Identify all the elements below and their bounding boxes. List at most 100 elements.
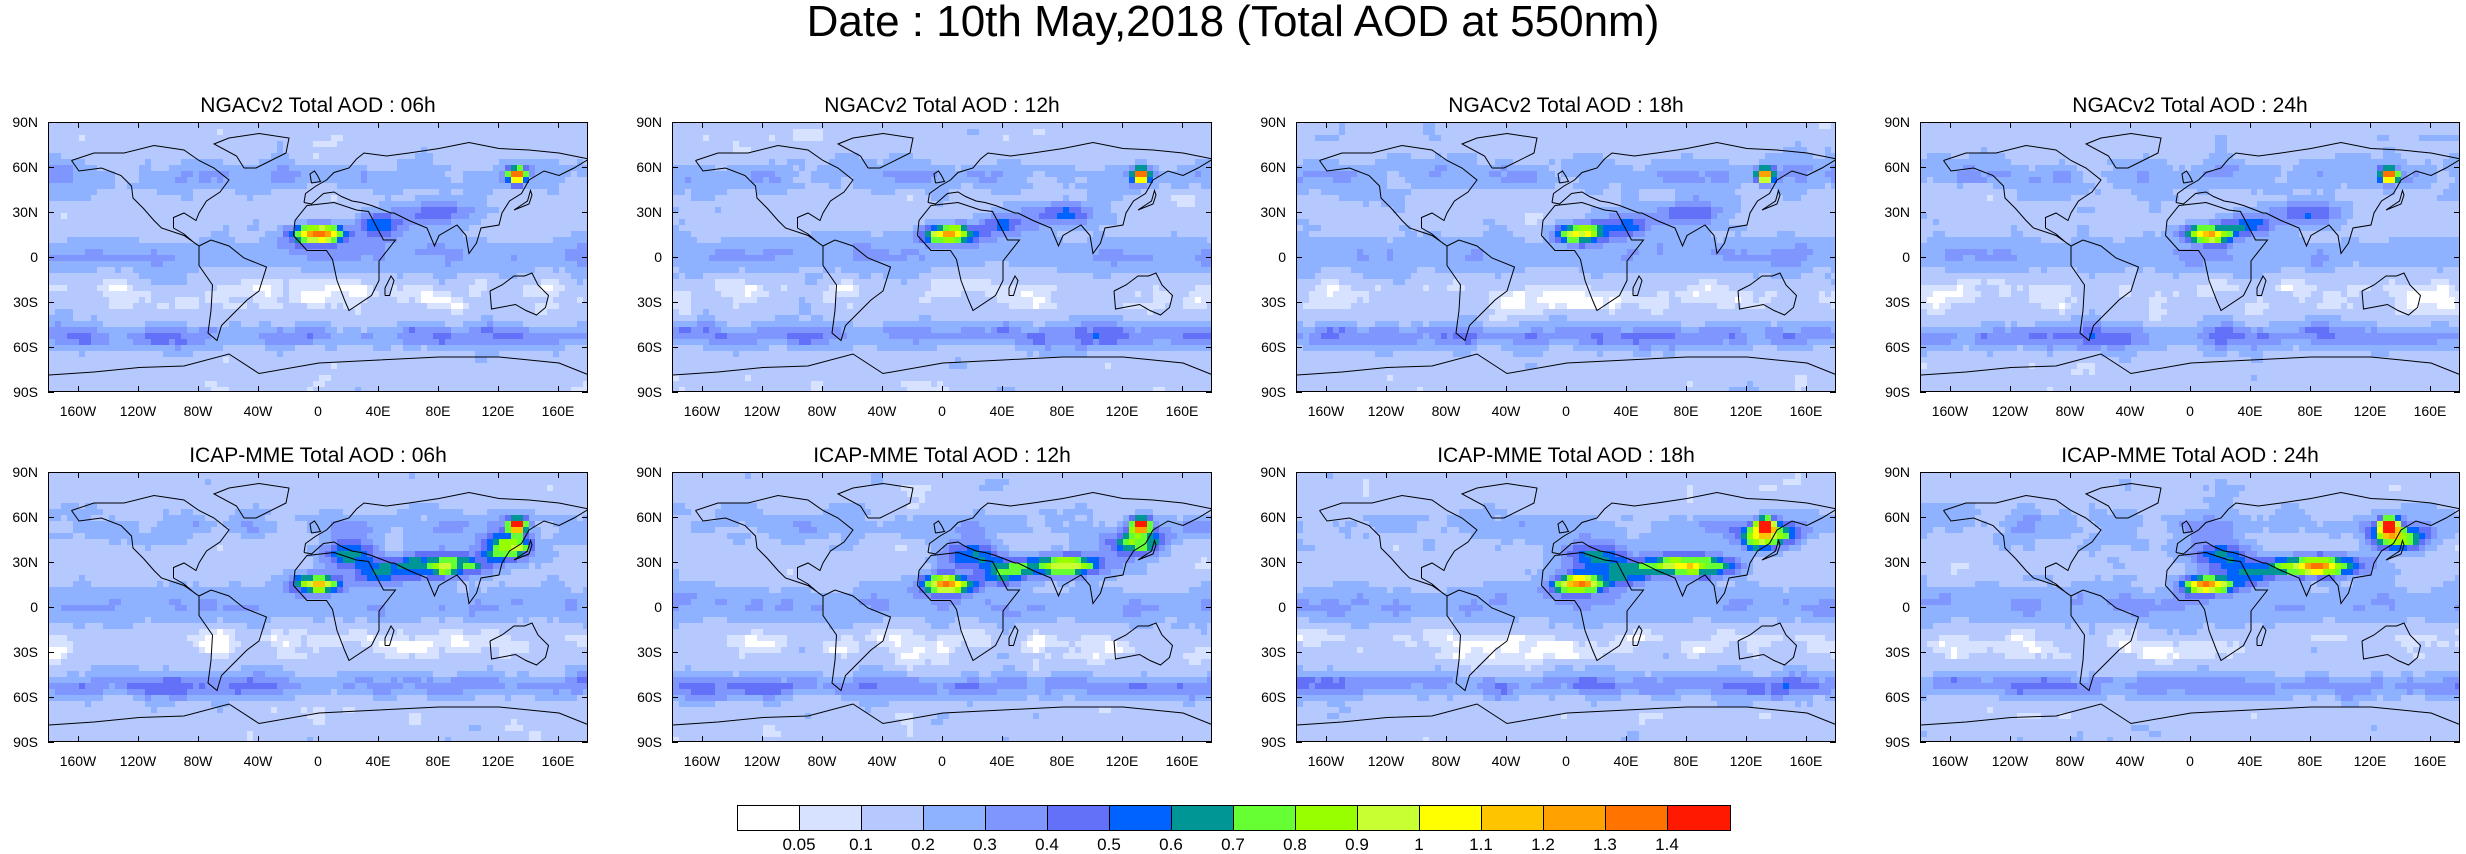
lat-tick (582, 652, 588, 653)
lon-tick (318, 736, 319, 742)
lat-tick (1206, 347, 1212, 348)
lon-tick (1746, 472, 1747, 478)
panel-title: NGACv2 Total AOD : 18h (1296, 94, 1836, 118)
lon-label: 80W (2045, 754, 2095, 768)
lon-tick (378, 472, 379, 478)
lon-label: 120W (113, 754, 163, 768)
lon-tick (2190, 472, 2191, 478)
lon-tick (1746, 386, 1747, 392)
lat-tick (582, 302, 588, 303)
lon-tick (78, 472, 79, 478)
lon-tick (558, 736, 559, 742)
lat-tick (48, 607, 54, 608)
lon-tick (1062, 472, 1063, 478)
lon-tick (1062, 122, 1063, 128)
lat-label: 0 (1256, 600, 1286, 614)
lon-tick (2430, 386, 2431, 392)
lon-tick (2310, 472, 2311, 478)
lat-tick (1920, 517, 1926, 518)
lat-tick (1296, 167, 1302, 168)
lon-label: 80E (1037, 754, 1087, 768)
lon-tick (2310, 386, 2311, 392)
lon-label: 0 (1541, 754, 1591, 768)
coastline (71, 144, 230, 247)
lat-label: 60N (8, 510, 38, 524)
aod-map (1920, 472, 2460, 742)
lon-label: 160E (2405, 404, 2455, 418)
lon-tick (1626, 472, 1627, 478)
coastline (513, 538, 533, 561)
colorbar-label: 1.2 (1518, 836, 1568, 853)
lat-tick (1830, 347, 1836, 348)
lon-tick (558, 122, 559, 128)
lon-tick (1122, 736, 1123, 742)
lon-tick (1446, 386, 1447, 392)
coastline (2165, 551, 2269, 662)
lon-tick (762, 122, 763, 128)
lon-tick (258, 386, 259, 392)
coastline (71, 494, 230, 597)
lat-tick (2454, 167, 2460, 168)
lon-label: 120E (1097, 404, 1147, 418)
lon-label: 80W (1421, 404, 1471, 418)
colorbar-swatch (1482, 806, 1544, 830)
coastline (309, 520, 322, 534)
coastline (513, 188, 533, 211)
lat-label: 30S (632, 645, 662, 659)
lon-label: 160E (1157, 404, 1207, 418)
coastline (212, 132, 290, 169)
coastline (673, 353, 1211, 376)
panel-title: NGACv2 Total AOD : 24h (1920, 94, 2460, 118)
lon-tick (1326, 472, 1327, 478)
lon-tick (258, 472, 259, 478)
lon-tick (1002, 472, 1003, 478)
lon-tick (2310, 122, 2311, 128)
coastline (695, 494, 854, 597)
lon-tick (1626, 122, 1627, 128)
lat-label: 60N (1880, 160, 1910, 174)
lon-label: 120E (473, 754, 523, 768)
coastline (1557, 170, 1570, 184)
aod-field-cells (1921, 123, 2459, 391)
lon-label: 120E (1721, 754, 1771, 768)
lon-tick (138, 386, 139, 392)
colorbar-label: 1.1 (1456, 836, 1506, 853)
lat-label: 60S (8, 690, 38, 704)
coastline (1632, 625, 1643, 646)
lon-label: 0 (2165, 404, 2215, 418)
lon-tick (378, 122, 379, 128)
lat-tick (582, 122, 588, 123)
lon-tick (2010, 122, 2011, 128)
lon-tick (138, 122, 139, 128)
coastline (1557, 520, 1570, 534)
lat-tick (2454, 122, 2460, 123)
aod-field-svg (1297, 123, 1835, 391)
lat-tick (1830, 122, 1836, 123)
coastline (1541, 551, 1645, 662)
lat-label: 60N (632, 510, 662, 524)
panel-title: ICAP-MME Total AOD : 24h (1920, 444, 2460, 468)
lon-tick (1806, 386, 1807, 392)
lat-label: 0 (8, 250, 38, 264)
colorbar-swatch (738, 806, 800, 830)
map-panel: NGACv2 Total AOD : 24h 90N 60N 30N 0 30S 60S 90… (1884, 94, 2460, 418)
lon-label: 80E (413, 404, 463, 418)
lat-tick (672, 257, 678, 258)
lon-tick (1002, 736, 1003, 742)
colorbar-label: 0.2 (898, 836, 948, 853)
lon-label: 40E (353, 404, 403, 418)
lon-tick (1950, 472, 1951, 478)
lat-label: 90N (8, 115, 38, 129)
aod-field-cells (1297, 123, 1835, 391)
lat-tick (582, 392, 588, 393)
lat-tick (672, 562, 678, 563)
colorbar-swatch (1358, 806, 1420, 830)
lon-label: 80E (2285, 404, 2335, 418)
lon-tick (498, 386, 499, 392)
lon-tick (78, 736, 79, 742)
lat-label: 90S (632, 385, 662, 399)
lat-label: 90N (8, 465, 38, 479)
colorbar-swatch (862, 806, 924, 830)
lat-tick (2454, 652, 2460, 653)
lat-tick (1296, 302, 1302, 303)
